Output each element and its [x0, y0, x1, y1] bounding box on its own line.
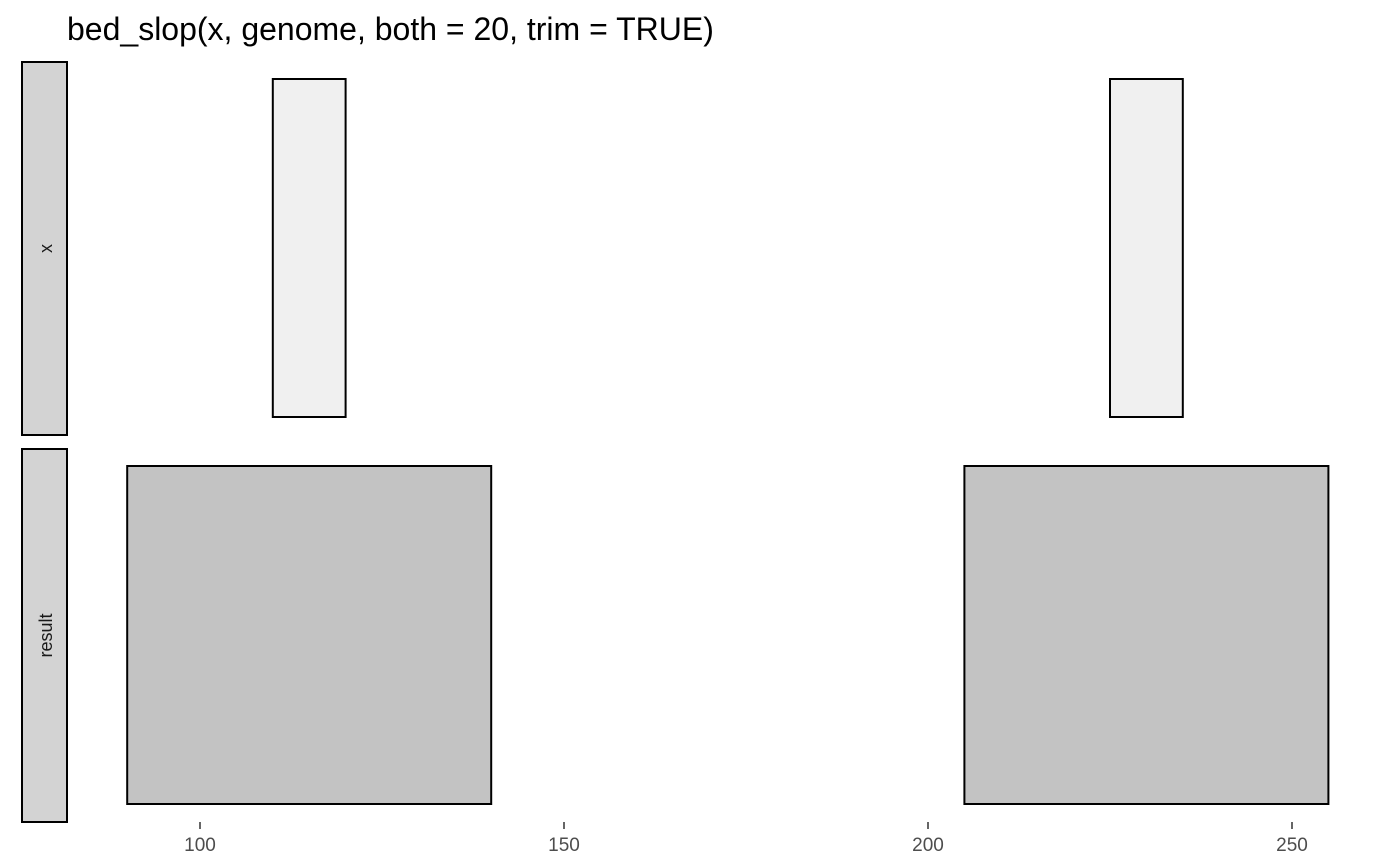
chart-title: bed_slop(x, genome, both = 20, trim = TR… — [67, 11, 714, 47]
x-tick-label-150: 150 — [548, 835, 580, 856]
facet-strip-result — [21, 448, 68, 823]
x-tick-label-250: 250 — [1276, 835, 1308, 856]
interval-result-2 — [963, 465, 1330, 805]
interval-result-1 — [126, 465, 493, 805]
facet-x: x — [21, 61, 1184, 436]
facet-strip-label-result: result — [36, 613, 56, 657]
interval-x-2 — [1109, 78, 1184, 418]
facet-strip-label-x: x — [36, 244, 56, 253]
facet-result: result — [21, 448, 1330, 823]
facet-strip-x — [21, 61, 68, 436]
x-axis: 100 150 200 250 — [184, 822, 1308, 856]
facet-panel-x — [271, 78, 1184, 418]
x-tick-label-100: 100 — [184, 835, 216, 856]
facet-panel-result — [126, 465, 1330, 805]
interval-x-1 — [271, 78, 347, 418]
x-tick-label-200: 200 — [912, 835, 944, 856]
